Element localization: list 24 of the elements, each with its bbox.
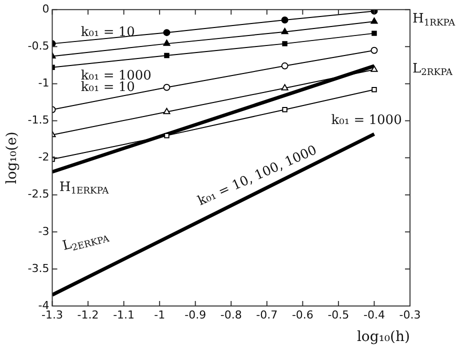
y-tick-label: -3.5 [28, 262, 50, 275]
y-tick-label: -1 [38, 76, 50, 90]
y-axis-title: log₁₀(e) [4, 132, 20, 184]
y-tick-label: -0.5 [28, 40, 50, 53]
annotation: L2ERKPA [61, 234, 111, 254]
x-tick-label: -1.2 [77, 308, 99, 322]
y-tick-label: -2.5 [28, 188, 50, 201]
x-axis-title: log₁₀(h) [356, 329, 410, 346]
x-tick-label: -0.4 [363, 308, 385, 322]
y-tick-label: 0 [42, 2, 50, 16]
x-tick-label: -0.7 [256, 308, 278, 322]
x-tick-label: -0.8 [220, 308, 242, 322]
y-tick-label: -1.5 [28, 114, 50, 127]
annotation: k₀₁ = 1000 [331, 113, 402, 128]
x-tick-label: -0.3 [399, 308, 421, 322]
x-tick-label: -1 [154, 308, 166, 322]
annotation: k₀₁ = 10 [80, 24, 135, 40]
x-tick-label: -1.1 [113, 308, 135, 322]
x-tick-label: -0.5 [328, 308, 350, 322]
annotation: k₀₁ = 10, 100, 1000 [196, 142, 320, 209]
x-tick-label: -0.9 [184, 308, 206, 322]
x-tick-label: -0.6 [292, 308, 314, 322]
y-tick-label: -3 [38, 224, 50, 238]
y-tick-label: -2 [38, 150, 50, 164]
